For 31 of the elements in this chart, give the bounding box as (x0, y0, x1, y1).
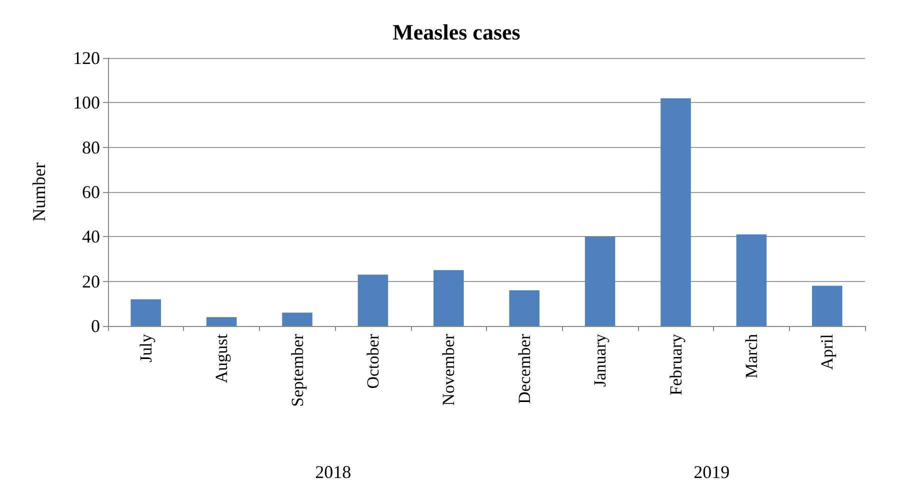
x-tick-label: September (288, 334, 307, 407)
x-tick-label: November (439, 334, 458, 406)
y-tick-label: 100 (73, 92, 100, 113)
bar (584, 236, 616, 326)
x-tick-label: December (514, 334, 534, 404)
bar (812, 286, 842, 326)
y-tick-label: 80 (82, 137, 100, 158)
x-tick-label: August (212, 334, 232, 384)
y-tick-label: 20 (82, 271, 100, 292)
bar (509, 290, 540, 326)
x-tick-label: April (818, 334, 837, 370)
chart-title: Measles cases (392, 20, 521, 44)
y-tick-label: 120 (73, 48, 100, 68)
x-tick-label: October (363, 334, 382, 389)
bar (358, 274, 388, 326)
y-tick-label: 40 (82, 226, 100, 247)
x-tick-label: February (666, 334, 686, 396)
text: 2019 (694, 462, 730, 482)
x-tick-label: July (136, 334, 156, 362)
bar (206, 317, 237, 326)
y-axis-title: Number (29, 162, 49, 222)
x-tick-label: January (590, 334, 610, 387)
y-tick-label: 60 (82, 182, 100, 202)
y-tick-label: 0 (91, 316, 100, 336)
text: 2018 (315, 462, 352, 482)
bar (736, 234, 767, 326)
bar (282, 312, 312, 326)
bar (434, 270, 464, 326)
x-tick-label: March (742, 334, 761, 378)
bar (130, 299, 161, 326)
bar (660, 98, 691, 326)
